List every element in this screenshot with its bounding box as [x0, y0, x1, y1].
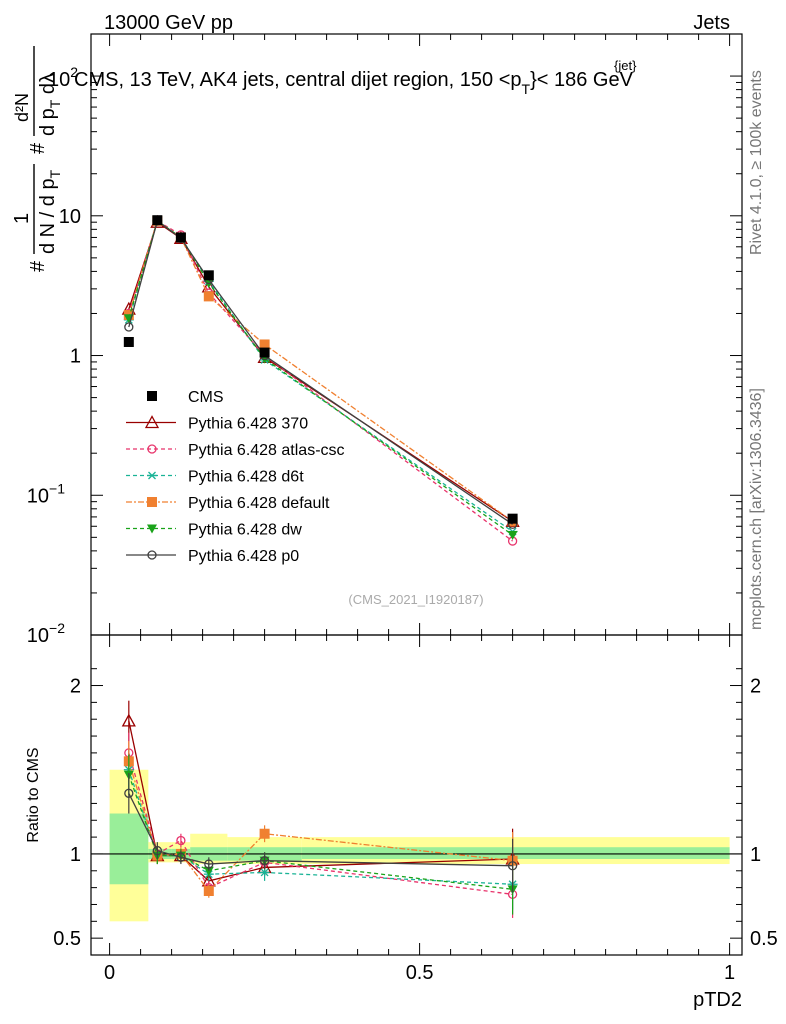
- ratio-band-stat: [109, 813, 149, 885]
- legend: CMS Pythia 6.428 370 Pythia 6.428 atlas-cs…: [126, 389, 345, 565]
- ratio-point: [203, 866, 214, 876]
- ratio-y-tick-label: 1: [70, 844, 81, 866]
- svg-text:d N / d pT: d N / d pT: [37, 169, 63, 254]
- series-point: [203, 291, 214, 302]
- data-point: [152, 215, 163, 226]
- ratio-point: [259, 856, 270, 866]
- legend-marker: [147, 524, 157, 534]
- ratio-point: [152, 845, 162, 856]
- legend-label: Pythia 6.428 dw: [188, 522, 302, 539]
- legend-marker: [147, 471, 157, 480]
- ratio-y-tick-label-right: 2: [750, 676, 761, 698]
- ratio-point: [203, 886, 214, 896]
- ratio-point: [121, 713, 136, 727]
- ratio-line: [128, 752, 513, 896]
- ratio-band-stat: [301, 847, 730, 859]
- ratio-frame: [90, 634, 743, 956]
- y-tick-label: 1: [70, 346, 81, 368]
- legend-marker: [147, 391, 157, 401]
- series-line: [128, 221, 513, 522]
- ratio-line: [128, 793, 513, 867]
- upper-frame: [90, 33, 743, 636]
- category-label: Jets: [693, 12, 730, 34]
- ratio-y-axis-label: Ratio to CMS: [25, 747, 42, 842]
- series-line: [128, 219, 513, 525]
- legend-marker: [144, 415, 160, 429]
- collision-label: 13000 GeV pp: [104, 12, 233, 34]
- svg-text:#: #: [27, 260, 49, 272]
- legend-label: Pythia 6.428 atlas-csc: [188, 442, 345, 459]
- legend-marker: [147, 550, 157, 560]
- series-point: [124, 322, 134, 332]
- series-line: [128, 219, 513, 522]
- rivet-label: Rivet 4.1.0, ≥ 100k events: [748, 70, 765, 255]
- x-tick-label: 0: [104, 962, 115, 984]
- ratio-point: [176, 852, 186, 862]
- legend-label: Pythia 6.428 p0: [188, 548, 299, 565]
- legend-label: Pythia 6.428 default: [188, 495, 330, 512]
- legend-marker: [147, 444, 157, 454]
- analysis-watermark: (CMS_2021_I1920187): [348, 592, 483, 607]
- x-tick-label: 0.5: [406, 962, 434, 984]
- svg-text:1: 1: [11, 213, 33, 224]
- ratio-point: [259, 828, 270, 839]
- y-tick-label: 10: [59, 206, 81, 228]
- y-tick-label: 10−1: [27, 480, 65, 507]
- ratio-y-tick-label-right: 0.5: [750, 928, 778, 950]
- ratio-point: [176, 835, 186, 846]
- svg-text:#: #: [27, 142, 49, 154]
- legend-label: CMS: [188, 389, 224, 406]
- y-tick-label: 10−2: [27, 620, 65, 647]
- ratio-point: [507, 861, 518, 871]
- series-line: [128, 219, 513, 536]
- ratio-point: [124, 788, 134, 798]
- mcplots-label: mcplots.cern.ch [arXiv:1306.3436]: [748, 388, 765, 630]
- series-point: [259, 339, 270, 350]
- legend-marker: [147, 497, 157, 507]
- ratio-y-tick-label-right: 1: [750, 844, 761, 866]
- series-line: [128, 219, 513, 542]
- data-point: [259, 347, 270, 358]
- data-point: [175, 232, 186, 243]
- plot-title: CMS, 13 TeV, AK4 jets, central dijet reg…: [74, 69, 634, 97]
- series-point: [507, 530, 518, 540]
- upper-y-axis-label: # 1 d N / d pT # d²N d pT dλ: [11, 46, 63, 272]
- x-tick-label: 1: [724, 962, 735, 984]
- ratio-y-tick-label: 0.5: [53, 928, 81, 950]
- y-power-label: 102: [48, 64, 78, 91]
- ratio-y-tick-label: 2: [70, 676, 81, 698]
- ratio-point: [204, 859, 214, 869]
- svg-text:d²N: d²N: [12, 93, 32, 122]
- ratio-line: [128, 774, 513, 890]
- legend-label: Pythia 6.428 370: [188, 416, 308, 433]
- plot-title-sup: {jet}: [614, 58, 637, 73]
- data-point: [507, 513, 518, 524]
- ratio-line: [128, 761, 513, 892]
- upper-plot: 10 1 10−1 10−2: [27, 33, 743, 647]
- data-point: [123, 336, 134, 347]
- ratio-point: [259, 868, 270, 877]
- data-point: [203, 270, 214, 281]
- ratio-plot: 2 2 1 1 0.5 0.5 0 0.5 1: [53, 623, 778, 984]
- legend-label: Pythia 6.428 d6t: [188, 469, 304, 486]
- x-axis-label: pTD2: [693, 989, 742, 1011]
- svg-text:d pT dλ: d pT dλ: [37, 73, 63, 136]
